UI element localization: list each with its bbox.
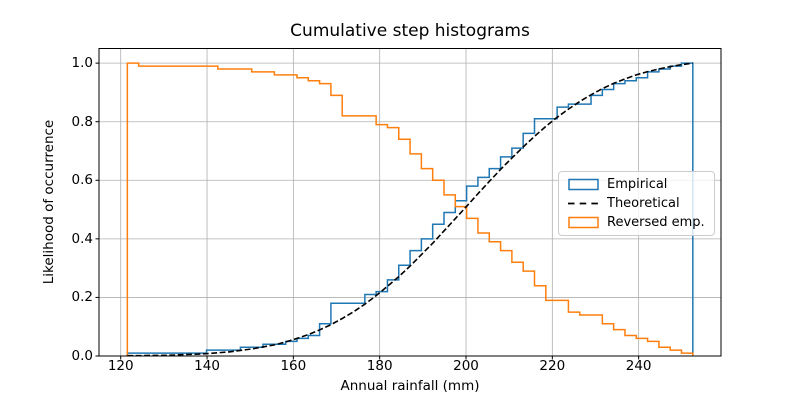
legend-swatch-rect xyxy=(568,216,599,229)
y-tick-label: 0.6 xyxy=(71,172,93,189)
legend-label-empirical: Empirical xyxy=(607,176,668,192)
x-tick-label: 200 xyxy=(453,358,479,374)
legend-swatch-outline xyxy=(568,216,599,229)
x-tick-label: 160 xyxy=(280,358,307,374)
y-tick-label: 0.4 xyxy=(71,230,93,247)
y-axis-label: Likelihood of occurrence xyxy=(41,119,57,285)
x-tick-label: 140 xyxy=(194,358,220,374)
legend-item-theoretical: Theoretical xyxy=(568,196,710,212)
legend-item-reversed-emp: Reversed emp. xyxy=(568,215,710,231)
x-tick-label: 240 xyxy=(625,358,652,374)
axes-spines xyxy=(98,48,722,357)
x-axis-label: Annual rainfall (mm) xyxy=(340,378,480,394)
x-tick-label: 220 xyxy=(539,358,566,374)
y-tick-label: 0.2 xyxy=(71,289,93,306)
y-tick-label: 0.8 xyxy=(71,113,93,130)
reversed-step-curve xyxy=(126,62,694,356)
legend-label-reversed-emp: Reversed emp. xyxy=(607,214,705,230)
x-tick-label: 180 xyxy=(366,358,393,374)
legend-label-theoretical: Theoretical xyxy=(607,195,680,211)
legend: Empirical Theoretical Reversed emp. xyxy=(558,171,715,236)
x-tick-label: 120 xyxy=(107,358,134,374)
y-tick-label: 1.0 xyxy=(71,55,93,72)
legend-swatch-dashed-line xyxy=(568,202,599,205)
theoretical-dashed-curve xyxy=(127,62,693,357)
chart-title: Cumulative step histograms xyxy=(290,21,530,41)
legend-swatch-outline xyxy=(568,178,599,191)
legend-swatch-rect xyxy=(568,178,599,191)
legend-item-empirical: Empirical xyxy=(568,177,710,193)
y-tick-label: 0.0 xyxy=(71,348,93,364)
